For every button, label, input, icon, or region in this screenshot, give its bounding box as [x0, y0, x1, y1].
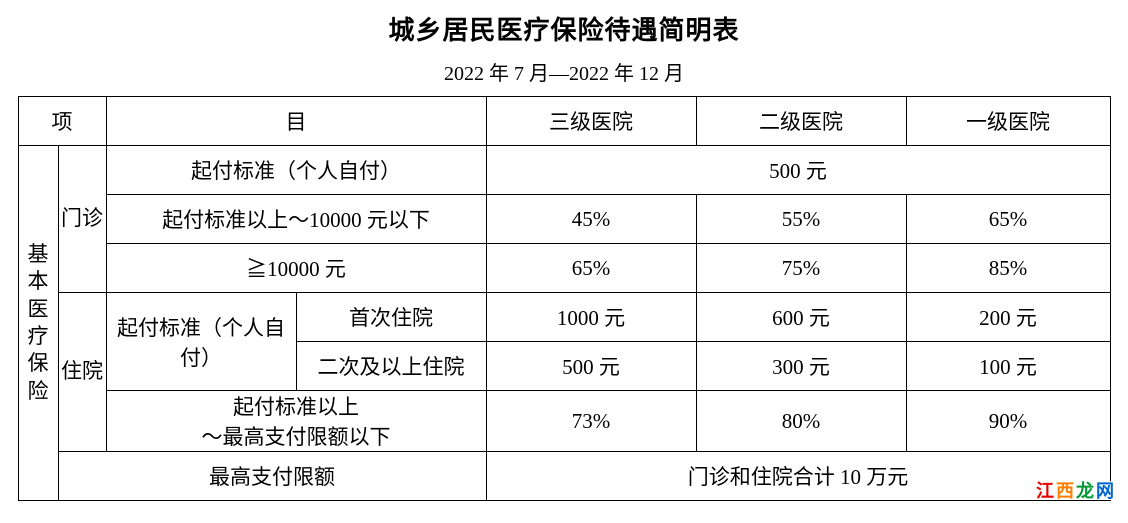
label-out-band1: 起付标准以上～10000 元以下 [106, 195, 486, 244]
watermark-char-1: 西 [1056, 481, 1076, 501]
label-in-band-a: 起付标准以上 [107, 391, 486, 421]
val-out-band1-h1: 65% [906, 195, 1110, 244]
page: 城乡居民医疗保险待遇简明表 2022 年 7 月—2022 年 12 月 项 目… [0, 0, 1128, 523]
val-in-first-h1: 200 元 [906, 293, 1110, 342]
label-out-band2: ≧10000 元 [106, 244, 486, 293]
rowhead-inpatient: 住院 [58, 293, 106, 452]
table-row: 基本医疗保险 门诊 起付标准（个人自付） 500 元 [18, 146, 1110, 195]
label-in-more: 二次及以上住院 [296, 342, 486, 391]
val-in-band-h3: 73% [486, 391, 696, 452]
col-level3: 三级医院 [486, 97, 696, 146]
table-row: 起付标准以上 ～最高支付限额以下 73% 80% 90% [18, 391, 1110, 452]
page-subtitle: 2022 年 7 月—2022 年 12 月 [0, 57, 1128, 86]
val-in-more-h2: 300 元 [696, 342, 906, 391]
table-header-row: 项 目 三级医院 二级医院 一级医院 [18, 97, 1110, 146]
val-in-band-h2: 80% [696, 391, 906, 452]
watermark-char-3: 网 [1096, 481, 1116, 501]
val-out-band1-h2: 55% [696, 195, 906, 244]
label-in-band: 起付标准以上 ～最高支付限额以下 [106, 391, 486, 452]
val-in-band-h1: 90% [906, 391, 1110, 452]
watermark-char-2: 龙 [1076, 481, 1096, 501]
page-title: 城乡居民医疗保险待遇简明表 [0, 10, 1128, 47]
val-in-first-h3: 1000 元 [486, 293, 696, 342]
col-project-b: 目 [106, 97, 486, 146]
table-row: ≧10000 元 65% 75% 85% [18, 244, 1110, 293]
table-row: 起付标准以上～10000 元以下 45% 55% 65% [18, 195, 1110, 244]
label-out-threshold: 起付标准（个人自付） [106, 146, 486, 195]
val-out-band2-h3: 65% [486, 244, 696, 293]
val-in-first-h2: 600 元 [696, 293, 906, 342]
watermark: 江西龙网 [1036, 477, 1116, 503]
benefits-table: 项 目 三级医院 二级医院 一级医院 基本医疗保险 门诊 起付标准（个人自付） … [18, 96, 1111, 501]
watermark-char-0: 江 [1036, 481, 1056, 501]
col-level2: 二级医院 [696, 97, 906, 146]
val-max-limit: 门诊和住院合计 10 万元 [486, 452, 1110, 501]
table-row: 住院 起付标准（个人自付） 首次住院 1000 元 600 元 200 元 [18, 293, 1110, 342]
val-in-more-h1: 100 元 [906, 342, 1110, 391]
val-out-band1-h3: 45% [486, 195, 696, 244]
label-in-first: 首次住院 [296, 293, 486, 342]
label-max-limit: 最高支付限额 [58, 452, 486, 501]
val-out-band2-h1: 85% [906, 244, 1110, 293]
label-in-threshold: 起付标准（个人自付） [106, 293, 296, 391]
rowhead-basic: 基本医疗保险 [18, 146, 58, 501]
table-row: 最高支付限额 门诊和住院合计 10 万元 [18, 452, 1110, 501]
val-in-more-h3: 500 元 [486, 342, 696, 391]
col-project-a: 项 [18, 97, 106, 146]
val-out-threshold: 500 元 [486, 146, 1110, 195]
label-in-band-b: ～最高支付限额以下 [107, 421, 486, 451]
col-level1: 一级医院 [906, 97, 1110, 146]
rowhead-outpatient: 门诊 [58, 146, 106, 293]
val-out-band2-h2: 75% [696, 244, 906, 293]
